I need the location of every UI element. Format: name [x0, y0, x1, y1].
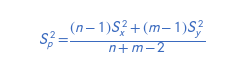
Text: $S_{p}^{2} = \dfrac{(n-1)S_{x}^{2} + (m-1)S_{y}^{2}}{n + m - 2}$: $S_{p}^{2} = \dfrac{(n-1)S_{x}^{2} + (m-…	[38, 18, 205, 56]
